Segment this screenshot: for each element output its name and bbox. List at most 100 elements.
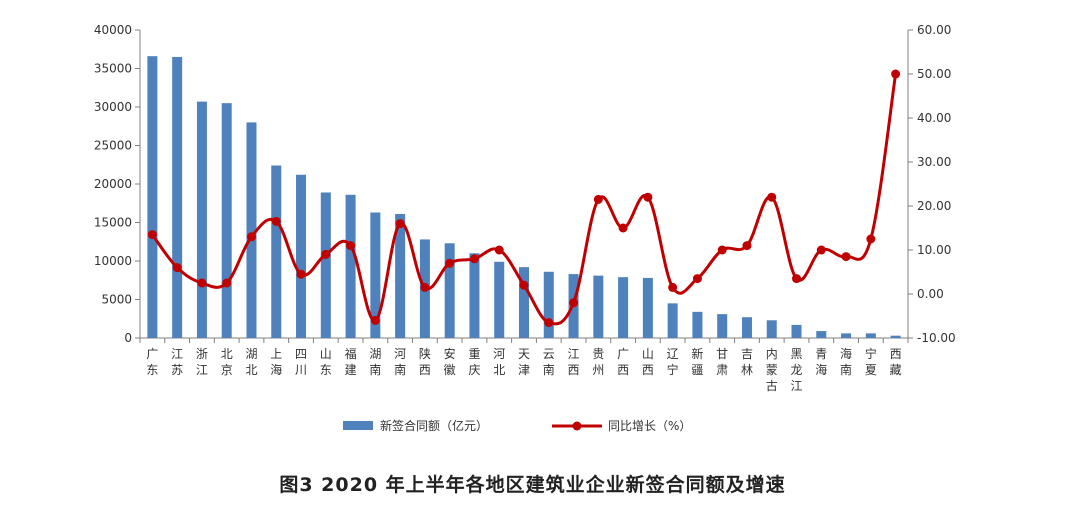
category-label: 广东: [146, 347, 158, 377]
legend-bar-label: 新签合同额（亿元）: [380, 418, 488, 433]
category-label: 河南: [394, 347, 406, 377]
growth-point-上海: [271, 216, 281, 226]
bar-江苏: [172, 56, 183, 338]
left-tick-label: 10000: [94, 254, 132, 268]
right-tick-label: -10.00: [917, 331, 956, 345]
bar-浙江: [196, 101, 207, 338]
chart-axes: 0 5000 10000 15000 20000 25000 30000 35000 40000…: [94, 23, 956, 345]
growth-point-甘肃: [717, 245, 727, 255]
category-label: 广西: [617, 347, 629, 377]
bar-辽宁: [667, 303, 678, 338]
growth-point-广东: [147, 230, 157, 240]
category-labels: 广东江苏浙江北京湖北上海四川山东福建湖南河南陕西安徽重庆河北天津云南江西贵州广西…: [146, 346, 901, 393]
bar-河南: [395, 214, 406, 338]
right-tick-label: 60.00: [917, 23, 951, 37]
bar-北京: [221, 103, 232, 339]
category-label: 江苏: [171, 347, 183, 377]
line-series: [147, 69, 901, 328]
category-label: 上海: [270, 347, 282, 377]
growth-point-湖北: [246, 232, 256, 242]
legend: 新签合同额（亿元） 同比增长（%）: [343, 418, 691, 433]
bar-青海: [816, 331, 827, 338]
bar-新疆: [692, 311, 703, 338]
growth-point-吉林: [742, 241, 752, 251]
left-tick-label: 20000: [94, 177, 132, 191]
category-label: 山东: [320, 347, 332, 377]
category-label: 福建: [345, 346, 357, 377]
category-label: 河北: [493, 347, 505, 377]
category-label: 四川: [295, 347, 307, 377]
legend-bar-swatch: [343, 421, 373, 430]
category-label: 辽宁: [667, 347, 679, 377]
growth-point-福建: [346, 241, 356, 251]
figure-caption: 图3 2020 年上半年各地区建筑业企业新签合同额及增速: [279, 474, 786, 496]
bar-四川: [296, 174, 307, 338]
category-label: 江西: [568, 347, 580, 377]
growth-point-四川: [296, 269, 306, 279]
left-tick-label: 30000: [94, 100, 132, 114]
bar-山西: [642, 277, 653, 338]
left-tick-label: 5000: [101, 293, 132, 307]
growth-point-湖南: [370, 315, 380, 325]
growth-point-海南: [841, 252, 851, 262]
left-tick-label: 15000: [94, 216, 132, 230]
left-tick-label: 40000: [94, 23, 132, 37]
bar-甘肃: [717, 314, 728, 338]
category-label: 重庆: [468, 347, 480, 377]
growth-point-天津: [519, 280, 529, 290]
left-tick-label: 0: [124, 331, 132, 345]
growth-point-北京: [222, 278, 232, 288]
category-label: 宁夏: [865, 346, 877, 377]
growth-point-辽宁: [668, 282, 678, 292]
category-label: 贵州: [592, 347, 604, 377]
category-label: 甘肃: [716, 347, 728, 377]
bar-云南: [543, 271, 554, 338]
right-tick-label: 0.00: [917, 287, 944, 301]
bar-series: [147, 56, 901, 339]
growth-line: [151, 73, 898, 326]
category-label: 天津: [518, 347, 530, 377]
bar-宁夏: [865, 333, 876, 338]
right-tick-label: 30.00: [917, 155, 951, 169]
category-label: 黑龙江: [791, 347, 803, 393]
growth-point-浙江: [197, 278, 207, 288]
bar-贵州: [593, 275, 604, 338]
legend-line-label: 同比增长（%）: [608, 419, 691, 433]
bar-广西: [618, 277, 629, 338]
left-tick-label: 35000: [94, 62, 132, 76]
bar-黑龙江: [791, 324, 802, 338]
category-label: 吉林: [741, 347, 753, 377]
category-label: 海南: [840, 346, 852, 377]
bar-山东: [320, 192, 331, 338]
category-label: 内蒙古: [766, 347, 778, 393]
growth-point-新疆: [692, 274, 702, 284]
growth-point-山西: [643, 192, 653, 202]
category-label: 陕西: [419, 346, 431, 377]
growth-point-贵州: [593, 194, 603, 204]
right-tick-label: 10.00: [917, 243, 951, 257]
growth-point-宁夏: [866, 234, 876, 244]
bar-天津: [519, 267, 529, 338]
growth-point-西藏: [891, 69, 901, 79]
growth-point-青海: [816, 245, 826, 255]
category-label: 安徽: [444, 346, 456, 377]
category-label: 西藏: [890, 347, 902, 377]
category-label: 北京: [221, 347, 233, 377]
bar-安徽: [444, 243, 455, 338]
growth-point-内蒙古: [767, 192, 777, 202]
right-tick-label: 50.00: [917, 67, 951, 81]
category-label: 山西: [642, 347, 654, 377]
category-label: 新疆: [691, 346, 703, 377]
bar-广东: [147, 56, 158, 339]
category-label: 湖北: [245, 346, 257, 377]
bar-内蒙古: [766, 320, 777, 338]
bar-湖南: [370, 212, 381, 338]
bar-海南: [841, 333, 852, 338]
right-tick-label: 20.00: [917, 199, 951, 213]
growth-point-山东: [321, 249, 331, 259]
bar-河北: [494, 261, 505, 338]
bar-吉林: [741, 317, 752, 338]
category-label: 浙江: [196, 347, 208, 377]
